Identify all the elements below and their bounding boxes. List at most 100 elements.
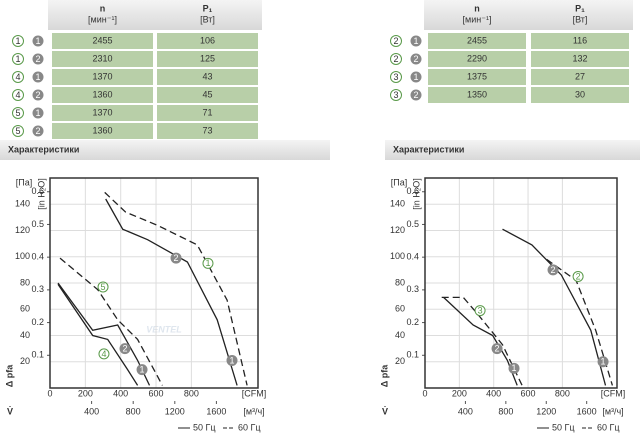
cell-text: 27 bbox=[575, 71, 585, 81]
cell bbox=[428, 87, 526, 103]
marker-grey bbox=[32, 71, 44, 83]
cell-text: 2455 bbox=[467, 35, 487, 45]
marker-grey bbox=[32, 53, 44, 65]
x-tick-label: 400 bbox=[458, 406, 473, 416]
cell-text: 1360 bbox=[92, 125, 112, 135]
marker-label: 1 bbox=[35, 108, 40, 118]
marker-label: 5 bbox=[15, 126, 20, 136]
callout bbox=[474, 305, 486, 317]
callout-label: 2 bbox=[174, 253, 179, 263]
y2-tick-label: 0.5 bbox=[406, 219, 419, 229]
legend-label: 60 Гц bbox=[597, 422, 620, 432]
callout bbox=[597, 356, 609, 368]
y-tick-label: 140 bbox=[15, 199, 30, 209]
cell bbox=[428, 33, 526, 49]
y-label: Δ pfa bbox=[379, 364, 389, 387]
marker-green bbox=[390, 71, 402, 83]
header-text: P₁ bbox=[203, 3, 213, 13]
table-header bbox=[48, 0, 262, 30]
y2-tick-label: 0.6 bbox=[31, 186, 44, 196]
marker-label: 3 bbox=[393, 90, 398, 100]
callout bbox=[226, 354, 238, 366]
y-unit: [Па] bbox=[16, 177, 32, 187]
table-header bbox=[424, 0, 633, 30]
callout-label: 5 bbox=[101, 282, 106, 292]
marker-label: 2 bbox=[35, 90, 40, 100]
watermark: VENTEL bbox=[146, 324, 182, 334]
x2-tick-label: 400 bbox=[486, 388, 501, 398]
y-tick-label: 140 bbox=[390, 199, 405, 209]
callout bbox=[202, 257, 214, 269]
cell-text: 116 bbox=[573, 35, 587, 45]
marker-green bbox=[12, 71, 24, 83]
marker-green bbox=[390, 35, 402, 47]
marker-label: 1 bbox=[15, 54, 20, 64]
y-tick-label: 100 bbox=[15, 251, 30, 261]
y-tick-label: 120 bbox=[15, 225, 30, 235]
marker-grey bbox=[410, 71, 422, 83]
x2-tick-label: 600 bbox=[521, 388, 536, 398]
cell-text: 132 bbox=[572, 53, 587, 63]
plot-frame bbox=[49, 177, 259, 389]
x-tick-label: 1200 bbox=[165, 406, 185, 416]
marker-label: 3 bbox=[393, 72, 398, 82]
marker-green bbox=[390, 89, 402, 101]
x2-tick-label: 200 bbox=[78, 388, 93, 398]
x2-tick-label: 0 bbox=[47, 388, 52, 398]
y2-tick-label: 0.1 bbox=[406, 350, 419, 360]
curve bbox=[105, 198, 238, 386]
header-text: [мин⁻¹] bbox=[88, 14, 117, 24]
cell bbox=[531, 87, 629, 103]
header-text: [Вт] bbox=[200, 14, 215, 24]
header-text: [мин⁻¹] bbox=[463, 14, 492, 24]
cell bbox=[52, 69, 153, 85]
callout-label: 2 bbox=[122, 344, 127, 354]
cell-text: 1370 bbox=[92, 107, 112, 117]
header-text: n bbox=[474, 3, 480, 13]
x-tick-label: 800 bbox=[126, 406, 141, 416]
cell bbox=[52, 51, 153, 67]
cell bbox=[157, 87, 258, 103]
marker-label: 4 bbox=[15, 72, 20, 82]
marker-label: 1 bbox=[35, 36, 40, 46]
marker-label: 5 bbox=[15, 108, 20, 118]
callout-label: 2 bbox=[551, 265, 556, 275]
marker-green bbox=[12, 53, 24, 65]
x-unit: [м³/ч] bbox=[243, 406, 264, 416]
cell bbox=[157, 69, 258, 85]
plot-frame bbox=[424, 177, 618, 389]
y2-tick-label: 0.6 bbox=[406, 186, 419, 196]
marker-grey bbox=[410, 53, 422, 65]
callout bbox=[98, 348, 110, 360]
cell-text: 1370 bbox=[92, 71, 112, 81]
x-tick-label: 1600 bbox=[577, 406, 597, 416]
curve bbox=[502, 228, 607, 386]
y-tick-label: 60 bbox=[395, 304, 405, 314]
cell bbox=[531, 33, 629, 49]
marker-label: 2 bbox=[413, 54, 418, 64]
callout bbox=[491, 343, 503, 355]
x-unit: [м³/ч] bbox=[602, 406, 623, 416]
marker-green bbox=[12, 107, 24, 119]
y-label: Δ pfa bbox=[4, 364, 14, 387]
cell bbox=[428, 69, 526, 85]
x-label: V̇ bbox=[7, 406, 13, 416]
callout bbox=[136, 364, 148, 376]
marker-grey bbox=[32, 125, 44, 137]
y2-tick-label: 0.3 bbox=[406, 284, 419, 294]
y2-unit: [in H₂O] bbox=[36, 178, 46, 210]
marker-label: 1 bbox=[35, 72, 40, 82]
callout bbox=[119, 343, 131, 355]
callout-label: 1 bbox=[205, 258, 210, 268]
cell-text: 2455 bbox=[92, 35, 112, 45]
callout-label: 1 bbox=[229, 355, 234, 365]
marker-label: 2 bbox=[35, 54, 40, 64]
y-tick-label: 40 bbox=[395, 330, 405, 340]
callout-label: 3 bbox=[478, 305, 483, 315]
cell-text: 73 bbox=[202, 125, 212, 135]
legend-label: 50 Гц bbox=[193, 422, 216, 432]
marker-grey bbox=[410, 35, 422, 47]
marker-green bbox=[12, 89, 24, 101]
y-tick-label: 20 bbox=[395, 356, 405, 366]
